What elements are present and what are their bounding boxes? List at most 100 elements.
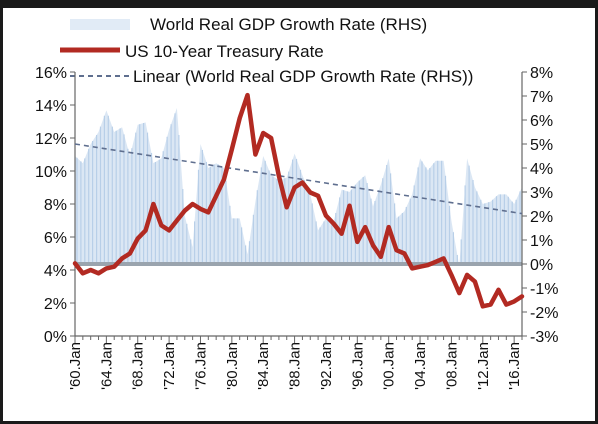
us10y-point	[403, 252, 405, 255]
us10y-point	[427, 264, 429, 266]
y-right-tick-label: 5%	[530, 137, 553, 154]
us10y-point	[286, 206, 288, 208]
us10y-point	[466, 274, 468, 276]
us10y-point	[113, 266, 115, 268]
x-tick-label: '92.Jan	[318, 342, 335, 390]
us10y-point	[254, 153, 256, 156]
us10y-point	[419, 266, 421, 268]
x-tick-label: '80.Jan	[224, 342, 241, 390]
us10y-point	[270, 137, 272, 139]
axes	[70, 71, 527, 343]
us10y-point	[90, 269, 92, 271]
us10y-point	[231, 148, 233, 151]
us10y-point	[215, 195, 217, 197]
us10y-point	[74, 262, 76, 264]
us10y-point	[192, 203, 194, 205]
y-right-tick-label: 7%	[530, 89, 553, 106]
us10y-point	[395, 249, 398, 251]
us10y-point	[168, 229, 170, 231]
us10y-point	[380, 256, 382, 258]
us10y-point	[199, 208, 202, 210]
x-tick-label: '88.Jan	[287, 342, 304, 390]
us10y-point	[521, 295, 523, 297]
y-left-tick-label: 8%	[44, 197, 67, 214]
us10y-point	[341, 233, 343, 235]
us10y-point	[184, 210, 186, 212]
us10y-point	[152, 203, 154, 205]
us10y-point	[482, 305, 484, 307]
us10y-point	[262, 132, 264, 134]
y-right-tick-label: -2%	[530, 305, 558, 322]
legend-label-us10y: US 10-Year Treasury Rate	[125, 42, 324, 61]
y-left-tick-label: 6%	[44, 230, 67, 247]
us10y-point	[325, 215, 327, 217]
y-left-tick-label: 4%	[44, 263, 67, 280]
us10y-point	[105, 267, 107, 269]
us10y-point	[458, 292, 460, 294]
us10y-layer	[72, 92, 525, 309]
us10y-point	[356, 241, 358, 243]
x-tick-label: '60.Jan	[67, 342, 84, 390]
us10y-point	[505, 304, 507, 306]
x-tick-label: '68.Jan	[130, 342, 147, 390]
us10y-point	[309, 191, 311, 194]
x-tick-label: '84.Jan	[255, 342, 272, 390]
us10y-point	[333, 223, 335, 225]
us10y-point	[223, 178, 225, 180]
us10y-point	[435, 261, 437, 263]
us10y-point	[97, 272, 100, 274]
legend-label-trend: Linear (World Real GDP Growth Rate (RHS)…	[133, 67, 473, 86]
us10y-point	[137, 238, 139, 240]
us10y-point	[239, 117, 241, 119]
y-right-tick-label: -3%	[530, 329, 558, 346]
x-tick-label: '16.Jan	[506, 342, 523, 390]
us10y-point	[82, 272, 84, 274]
tick-labels: 0% 2% 4% 6% 8% 10% 12% 14% 16% -3% -2% -1% 0% 1% 2% 3% 4…	[35, 65, 558, 390]
x-tick-label: '00.Jan	[381, 342, 398, 390]
us10y-point	[145, 229, 147, 231]
us10y-point	[364, 226, 366, 228]
y-right-tick-label: 0%	[530, 257, 553, 274]
us10y-point	[207, 211, 209, 213]
y-right-tick-label: 1%	[530, 233, 553, 250]
y-left-tick-label: 2%	[44, 296, 67, 313]
x-tick-label: '04.Jan	[412, 342, 429, 390]
us10y-line	[72, 92, 525, 309]
us10y-point	[411, 267, 413, 269]
us10y-point	[474, 281, 476, 283]
us10y-point	[388, 226, 390, 228]
y-left-tick-label: 0%	[44, 329, 67, 346]
legend: World Real GDP Growth Rate (RHS) US 10-Y…	[60, 15, 473, 86]
y-right-tick-label: 6%	[530, 113, 553, 130]
us10y-point	[176, 219, 178, 222]
trend-layer	[74, 143, 523, 215]
y-left-tick-label: 16%	[35, 65, 67, 82]
y-right-tick-label: 2%	[530, 209, 553, 226]
x-tick-label: '96.Jan	[349, 342, 366, 390]
us10y-point	[348, 205, 351, 207]
us10y-point	[278, 175, 280, 177]
us10y-point	[246, 94, 249, 96]
us10y-point	[513, 300, 515, 302]
us10y-point	[317, 195, 319, 197]
us10y-point	[443, 257, 445, 259]
y-right-tick-label: -1%	[530, 281, 558, 298]
legend-swatch-gdp	[70, 19, 130, 30]
x-tick-label: '12.Jan	[475, 342, 492, 390]
us10y-point	[160, 224, 162, 226]
y-left-tick-label: 14%	[35, 98, 67, 115]
y-right-tick-label: 3%	[530, 185, 553, 202]
x-tick-label: '64.Jan	[98, 342, 115, 390]
y-left-tick-label: 10%	[35, 164, 67, 181]
legend-label-gdp: World Real GDP Growth Rate (RHS)	[150, 15, 427, 34]
us10y-point	[497, 289, 500, 291]
x-tick-label: '08.Jan	[443, 342, 460, 390]
us10y-point	[129, 252, 131, 255]
y-right-tick-label: 4%	[530, 161, 553, 178]
trend-line	[74, 143, 523, 215]
y-right-tick-label: 8%	[530, 65, 553, 82]
us10y-point	[294, 186, 296, 189]
us10y-point	[301, 181, 303, 184]
us10y-point	[372, 244, 374, 246]
